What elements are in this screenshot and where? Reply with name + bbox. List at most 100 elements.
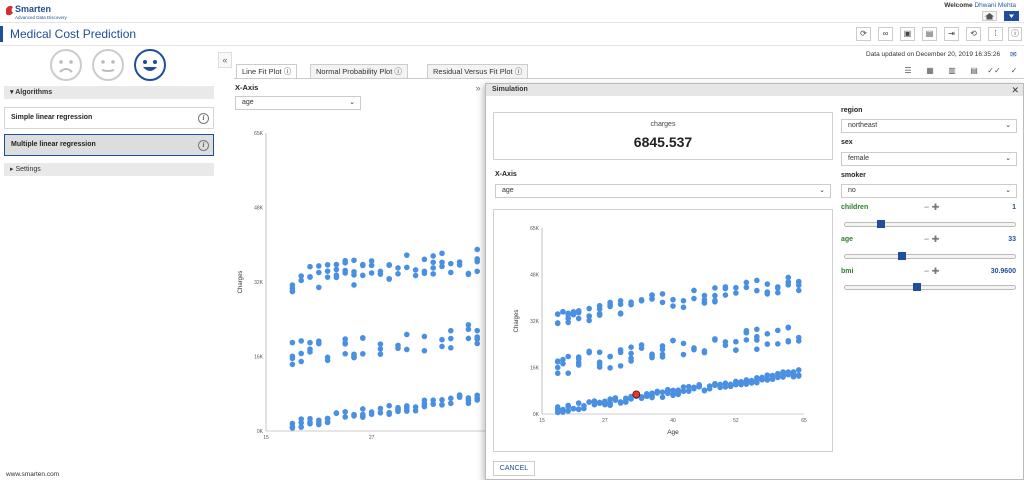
home-icon[interactable] [982, 11, 997, 21]
scatter-point [691, 295, 697, 302]
sex-select[interactable]: female ⌄ [841, 152, 1017, 166]
info-icon[interactable]: ⓘ [1008, 27, 1022, 41]
close-icon[interactable]: ✕ [1011, 85, 1019, 95]
y-axis-label: Charges [238, 271, 244, 294]
scatter-point [324, 419, 331, 426]
tab-normal-probability-plot[interactable]: Normal Probability Plot ⓘ [310, 64, 408, 78]
info-icon[interactable]: ⓘ [514, 67, 523, 76]
scatter-point [754, 277, 760, 284]
region-select[interactable]: northeast ⌄ [841, 119, 1017, 133]
scatter-point [554, 409, 561, 416]
y-tick-label: 65K [254, 131, 264, 137]
simulation-dialog: Simulation ✕ charges 6845.537 X-Axis age… [485, 83, 1024, 480]
grid-icon[interactable]: ▥ [948, 66, 956, 75]
scatter-point [342, 414, 348, 420]
double-check-icon[interactable]: ✓✓ [987, 66, 1001, 75]
scatter-point [560, 360, 566, 367]
scatter-point [316, 263, 322, 269]
welcome-text: Welcome Dhwani Mehta [944, 2, 1016, 9]
scatter-point [368, 270, 375, 276]
info-icon[interactable]: i [198, 140, 209, 151]
sad-face-icon[interactable] [50, 49, 82, 81]
scatter-point [659, 389, 666, 395]
comment-icon[interactable]: ✉ [1010, 50, 1017, 59]
cancel-button[interactable]: CANCEL [493, 461, 535, 476]
algo-multiple-linear-regression[interactable]: Multiple linear regression i [4, 134, 214, 156]
children-stepper[interactable]: − ✚ [924, 202, 940, 212]
user-name[interactable]: Dhwani Mehta [974, 2, 1016, 9]
scatter-point [307, 349, 313, 355]
happy-face-icon[interactable] [134, 49, 166, 81]
sex-label: sex [841, 139, 853, 146]
x-tick-label: 65 [801, 418, 807, 424]
scatter-point [360, 351, 366, 357]
scatter-point [298, 273, 304, 279]
children-slider[interactable] [844, 220, 1016, 228]
scatter-point [586, 305, 592, 312]
scatter-point [554, 358, 561, 364]
scatter-point [560, 309, 566, 315]
collapse-sidebar-icon[interactable]: « [218, 52, 232, 68]
layout-icon[interactable]: ▤ [970, 66, 978, 75]
xaxis-select[interactable]: age ⌄ [235, 96, 361, 110]
dialog-xaxis-select[interactable]: age ⌄ [495, 184, 831, 198]
tab-line-fit-plot[interactable]: Line Fit Plot ⓘ [236, 64, 298, 79]
check-icon[interactable]: ✓ [1010, 66, 1018, 75]
info-icon[interactable]: i [198, 113, 209, 124]
scatter-point [307, 420, 313, 427]
scatter-point [404, 264, 410, 271]
age-stepper[interactable]: − ✚ [924, 234, 940, 244]
settings-icon[interactable]: ⁞ [988, 27, 1003, 41]
expand-panel-icon[interactable]: » [475, 83, 481, 93]
scatter-point [377, 405, 384, 412]
scatter-point [465, 270, 472, 277]
list-view-icon[interactable]: ☰ [904, 66, 912, 75]
slider-thumb[interactable] [913, 283, 922, 291]
footer-link[interactable]: www.smarten.com [6, 471, 60, 478]
chevron-down-icon: ⌄ [1005, 187, 1011, 194]
scatter-point [342, 267, 348, 274]
slider-thumb[interactable] [898, 252, 907, 260]
bmi-stepper[interactable]: − ✚ [924, 266, 940, 276]
link-icon[interactable]: ∞ [878, 27, 893, 41]
scatter-point [289, 353, 296, 360]
smoker-select[interactable]: no ⌄ [841, 184, 1017, 198]
scatter-point [448, 327, 454, 334]
share-icon[interactable]: ⟲ [966, 27, 981, 41]
scatter-point [456, 259, 463, 265]
page-title: Medical Cost Prediction [10, 27, 137, 41]
smarten-logo[interactable]: Smarten Advanced Data Discovery [4, 3, 94, 21]
scatter-point [448, 345, 454, 351]
settings-label: Settings [15, 166, 41, 173]
scatter-point [795, 279, 802, 285]
tab-residual-versus-fit-plot[interactable]: Residual Versus Fit Plot ⓘ [427, 64, 529, 78]
scatter-point [404, 252, 410, 258]
info-icon[interactable]: ⓘ [394, 67, 402, 76]
save-icon[interactable]: ▣ [900, 27, 915, 41]
scatter-point [733, 378, 739, 385]
algorithms-section-header[interactable]: ▾ Algorithms [4, 86, 214, 99]
export-icon[interactable]: ⇥ [944, 27, 959, 41]
scatter-point [395, 270, 401, 277]
scatter-point [316, 284, 322, 291]
save-as-icon[interactable]: ▤ [922, 27, 937, 41]
app-header [0, 0, 1024, 22]
scatter-point [795, 372, 802, 379]
scatter-point [439, 343, 445, 350]
table-icon[interactable]: ▦ [926, 66, 934, 75]
scatter-point [351, 411, 357, 418]
bmi-slider[interactable] [844, 283, 1016, 291]
scatter-point [680, 351, 687, 358]
info-icon[interactable]: ⓘ [283, 67, 292, 76]
scatter-point [591, 401, 598, 408]
scatter-point [701, 292, 708, 299]
algo-simple-linear-regression[interactable]: Simple linear regression i [4, 107, 214, 129]
scatter-point [691, 346, 697, 353]
age-slider[interactable] [844, 252, 1016, 260]
slider-thumb[interactable] [877, 220, 886, 228]
menu-dropdown-icon[interactable] [1004, 11, 1019, 21]
scatter-point [368, 262, 375, 269]
settings-section-header[interactable]: ▸ Settings [4, 163, 214, 176]
refresh-icon[interactable]: ⟳ [856, 27, 871, 41]
neutral-face-icon[interactable] [92, 49, 124, 81]
